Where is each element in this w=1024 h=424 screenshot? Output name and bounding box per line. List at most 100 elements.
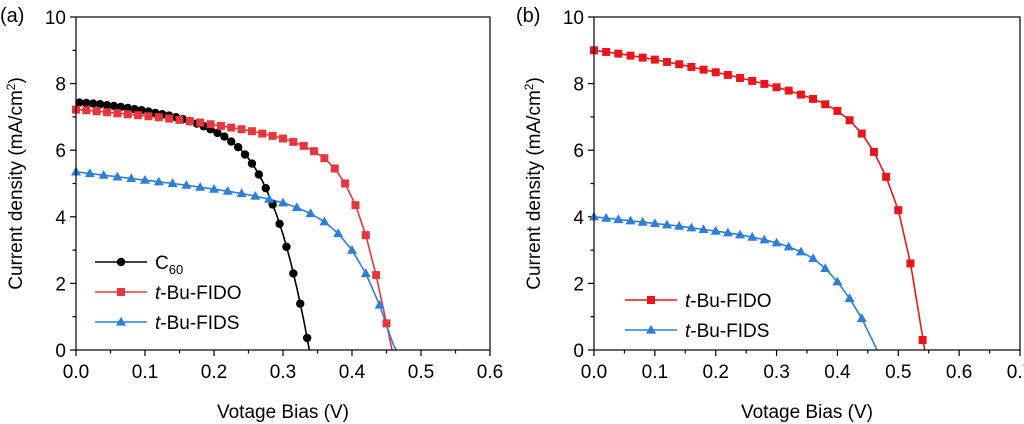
data-point-C60 (95, 100, 105, 109)
data-point-t-Bu-FIDO (796, 90, 805, 99)
data-point-t-Bu-FIDS (759, 234, 770, 244)
data-point-t-Bu-FIDO (92, 107, 101, 116)
y-axis-label-a-close: ) (6, 77, 27, 83)
data-point-t-Bu-FIDO (602, 47, 611, 56)
y-axis-label-a-base: Current density (mA/cm (6, 90, 27, 290)
data-point-t-Bu-FIDO (833, 106, 842, 115)
data-point-t-Bu-FIDS (98, 169, 109, 179)
data-point-t-Bu-FIDO (650, 55, 659, 64)
data-point-t-Bu-FIDO (784, 86, 793, 95)
data-point-t-Bu-FIDS (856, 313, 867, 322)
data-point-C60 (254, 170, 264, 179)
y-axis-label-b-sup: 2 (522, 83, 536, 90)
data-point-t-Bu-FIDS (832, 276, 843, 286)
data-point-t-Bu-FIDO (723, 70, 732, 79)
data-point-t-Bu-FIDS (674, 220, 685, 230)
data-point-C60 (116, 102, 126, 112)
data-point-t-Bu-FIDO (361, 231, 370, 240)
data-point-t-Bu-FIDO (638, 53, 647, 62)
data-point-t-Bu-FIDO (675, 60, 684, 69)
x-tick-label: 0.0 (581, 362, 607, 383)
series-markers-b (589, 46, 927, 345)
data-point-t-Bu-FIDS (167, 178, 178, 188)
y-axis-label-b-base: Current density (mA/cm (524, 90, 545, 290)
panel-label-b: (b) (516, 5, 540, 27)
data-point-C60 (233, 143, 243, 152)
data-point-t-Bu-FIDS (181, 179, 192, 189)
data-point-t-Bu-FIDS (209, 183, 219, 193)
data-point-C60 (123, 103, 132, 113)
y-tick-label: 10 (563, 8, 584, 29)
data-point-t-Bu-FIDO (821, 100, 830, 109)
data-point-t-Bu-FIDO (82, 106, 91, 115)
data-point-C60 (296, 299, 305, 308)
data-point-C60 (289, 269, 298, 278)
legend-label-t-Bu-FIDS: t-Bu-FIDS (155, 313, 239, 334)
plot-frame-a (75, 16, 491, 351)
data-point-t-Bu-FIDO (237, 125, 246, 134)
data-point-t-Bu-FIDS (126, 173, 137, 183)
data-point-t-Bu-FIDS (222, 185, 233, 195)
x-tick-label: 0.1 (642, 362, 668, 383)
x-tick-label: 0.0 (63, 362, 89, 383)
data-point-t-Bu-FIDS (698, 224, 709, 234)
series-markers-a (71, 98, 391, 343)
y-axis-label-b: Current density (mA/cm2) (522, 77, 545, 290)
data-point-t-Bu-FIDS (153, 176, 164, 186)
data-point-t-Bu-FIDO (748, 76, 757, 85)
legend-marker-t-Bu-FIDO (647, 296, 655, 304)
data-point-t-Bu-FIDS (84, 168, 95, 178)
data-point-C60 (109, 101, 119, 111)
data-point-t-Bu-FIDS (649, 218, 660, 228)
data-point-t-Bu-FIDO (123, 110, 132, 119)
data-point-t-Bu-FIDS (347, 244, 357, 254)
data-point-t-Bu-FIDO (341, 179, 350, 188)
data-point-t-Bu-FIDS (844, 293, 855, 302)
x-axis-label-b: Votage Bias (V) (741, 402, 873, 423)
data-point-t-Bu-FIDO (918, 336, 927, 345)
data-point-t-Bu-FIDO (144, 112, 153, 121)
x-tick-label: 0.7 (1007, 362, 1024, 383)
data-point-C60 (240, 150, 250, 159)
data-point-t-Bu-FIDO (906, 259, 915, 268)
data-point-t-Bu-FIDS (374, 299, 385, 309)
data-point-t-Bu-FIDS (195, 181, 206, 191)
legend-label-t-Bu-FIDS: t-Bu-FIDS (685, 321, 769, 342)
x-tick-label: 0.3 (270, 362, 296, 383)
data-point-t-Bu-FIDS (771, 237, 782, 247)
data-point-t-Bu-FIDS (613, 214, 624, 224)
y-tick-label: 8 (573, 75, 584, 96)
data-point-t-Bu-FIDO (857, 129, 866, 138)
data-point-t-Bu-FIDS (601, 212, 612, 222)
chart-panel-b: (b) 0.0 0.1 0.2 0.3 0.4 0.5 0.6 0.7 0 2 4 6 8 10 Vota… (516, 5, 1024, 423)
data-point-C60 (220, 132, 229, 141)
data-point-C60 (282, 242, 291, 251)
legend-a: C60 t-Bu-FIDO t-Bu-FIDS (95, 253, 242, 334)
y-tick-label: 2 (573, 274, 584, 295)
data-point-t-Bu-FIDS (140, 174, 150, 184)
y-tick-label: 8 (55, 75, 66, 96)
x-tick-label: 0.2 (201, 362, 227, 383)
data-point-t-Bu-FIDS (710, 225, 721, 235)
data-point-t-Bu-FIDO (279, 134, 287, 143)
axis-ticks-a: 0.0 0.1 0.2 0.3 0.4 0.5 0.6 0 2 4 6 8 10 (45, 8, 503, 383)
y-tick-label: 10 (45, 8, 66, 29)
data-point-t-Bu-FIDS (625, 215, 636, 225)
x-tick-label: 0.1 (132, 362, 158, 383)
data-point-t-Bu-FIDO (175, 115, 184, 124)
data-point-t-Bu-FIDO (351, 201, 360, 210)
data-point-C60 (75, 98, 84, 107)
data-point-t-Bu-FIDO (809, 94, 818, 103)
x-tick-label: 0.6 (477, 362, 503, 383)
legend-b: t-Bu-FIDO t-Bu-FIDS (625, 291, 772, 342)
plot-frame-b (593, 16, 1021, 351)
data-point-t-Bu-FIDO (711, 68, 720, 77)
data-point-t-Bu-FIDO (268, 131, 277, 140)
data-point-t-Bu-FIDO (134, 111, 143, 120)
y-axis-label-a: Current density (mA/cm2) (4, 77, 27, 290)
data-point-t-Bu-FIDO (103, 108, 112, 117)
x-tick-label: 0.4 (824, 362, 851, 383)
x-tick-label: 0.6 (946, 362, 972, 383)
data-point-t-Bu-FIDS (264, 193, 275, 203)
data-point-t-Bu-FIDO (699, 65, 708, 74)
